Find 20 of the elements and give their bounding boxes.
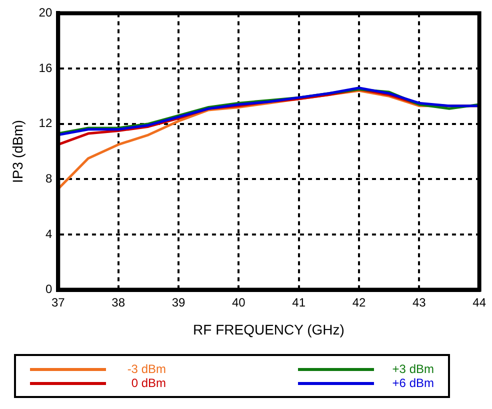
text: +6 dBm <box>391 376 434 390</box>
y-axis-title: IP3 (dBm) <box>9 120 26 184</box>
x-tick-label: 43 <box>412 295 426 310</box>
y-tick-label: 8 <box>45 171 52 186</box>
y-tick-label: 4 <box>45 226 52 241</box>
x-tick-label: 40 <box>232 295 246 310</box>
text: -3 dBm <box>126 362 166 376</box>
y-tick-label: 0 <box>45 282 52 296</box>
x-tick-label: 37 <box>51 295 66 310</box>
text: 0 dBm <box>130 376 166 390</box>
x-tick-label: 44 <box>472 295 486 310</box>
x-axis-title: RF FREQUENCY (GHz) <box>193 321 344 338</box>
text: +3 dBm <box>391 362 434 376</box>
y-tick-label: 16 <box>38 60 52 75</box>
y-tick-label: 20 <box>38 6 52 20</box>
x-tick-label: 39 <box>172 295 186 310</box>
x-tick-label: 41 <box>292 295 306 310</box>
y-tick-label: 12 <box>38 116 52 130</box>
x-tick-label: 42 <box>352 295 366 310</box>
x-tick-label: 38 <box>112 295 126 310</box>
